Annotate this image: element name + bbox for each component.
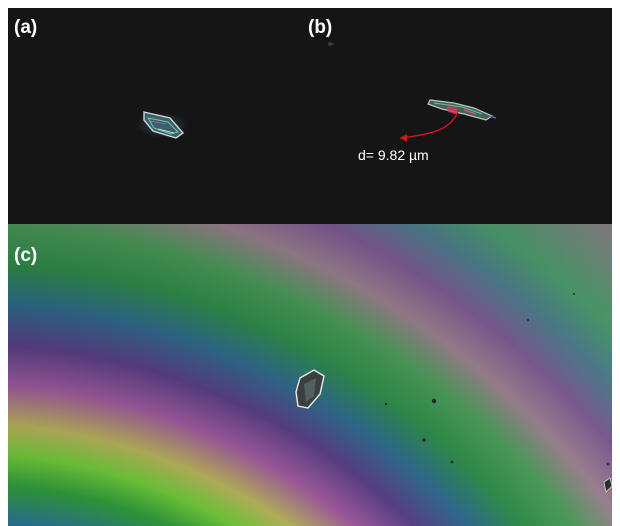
panel-b-label: (b) (308, 17, 333, 38)
panel-c: (c) (8, 224, 612, 526)
panel-a: (a) (8, 8, 304, 224)
crystal-b-image (328, 42, 497, 142)
panel-a-label: (a) (14, 17, 38, 38)
panel-c-label: (c) (14, 245, 38, 266)
measurement-arrowhead (400, 134, 407, 142)
interference-fringes-image (8, 224, 612, 526)
crystal-a-image (136, 111, 188, 139)
panel-b: (b) d= 9.82 µm (304, 8, 612, 224)
measurement-label: d= 9.82 µm (358, 147, 429, 163)
measurement-arrow (399, 110, 459, 139)
